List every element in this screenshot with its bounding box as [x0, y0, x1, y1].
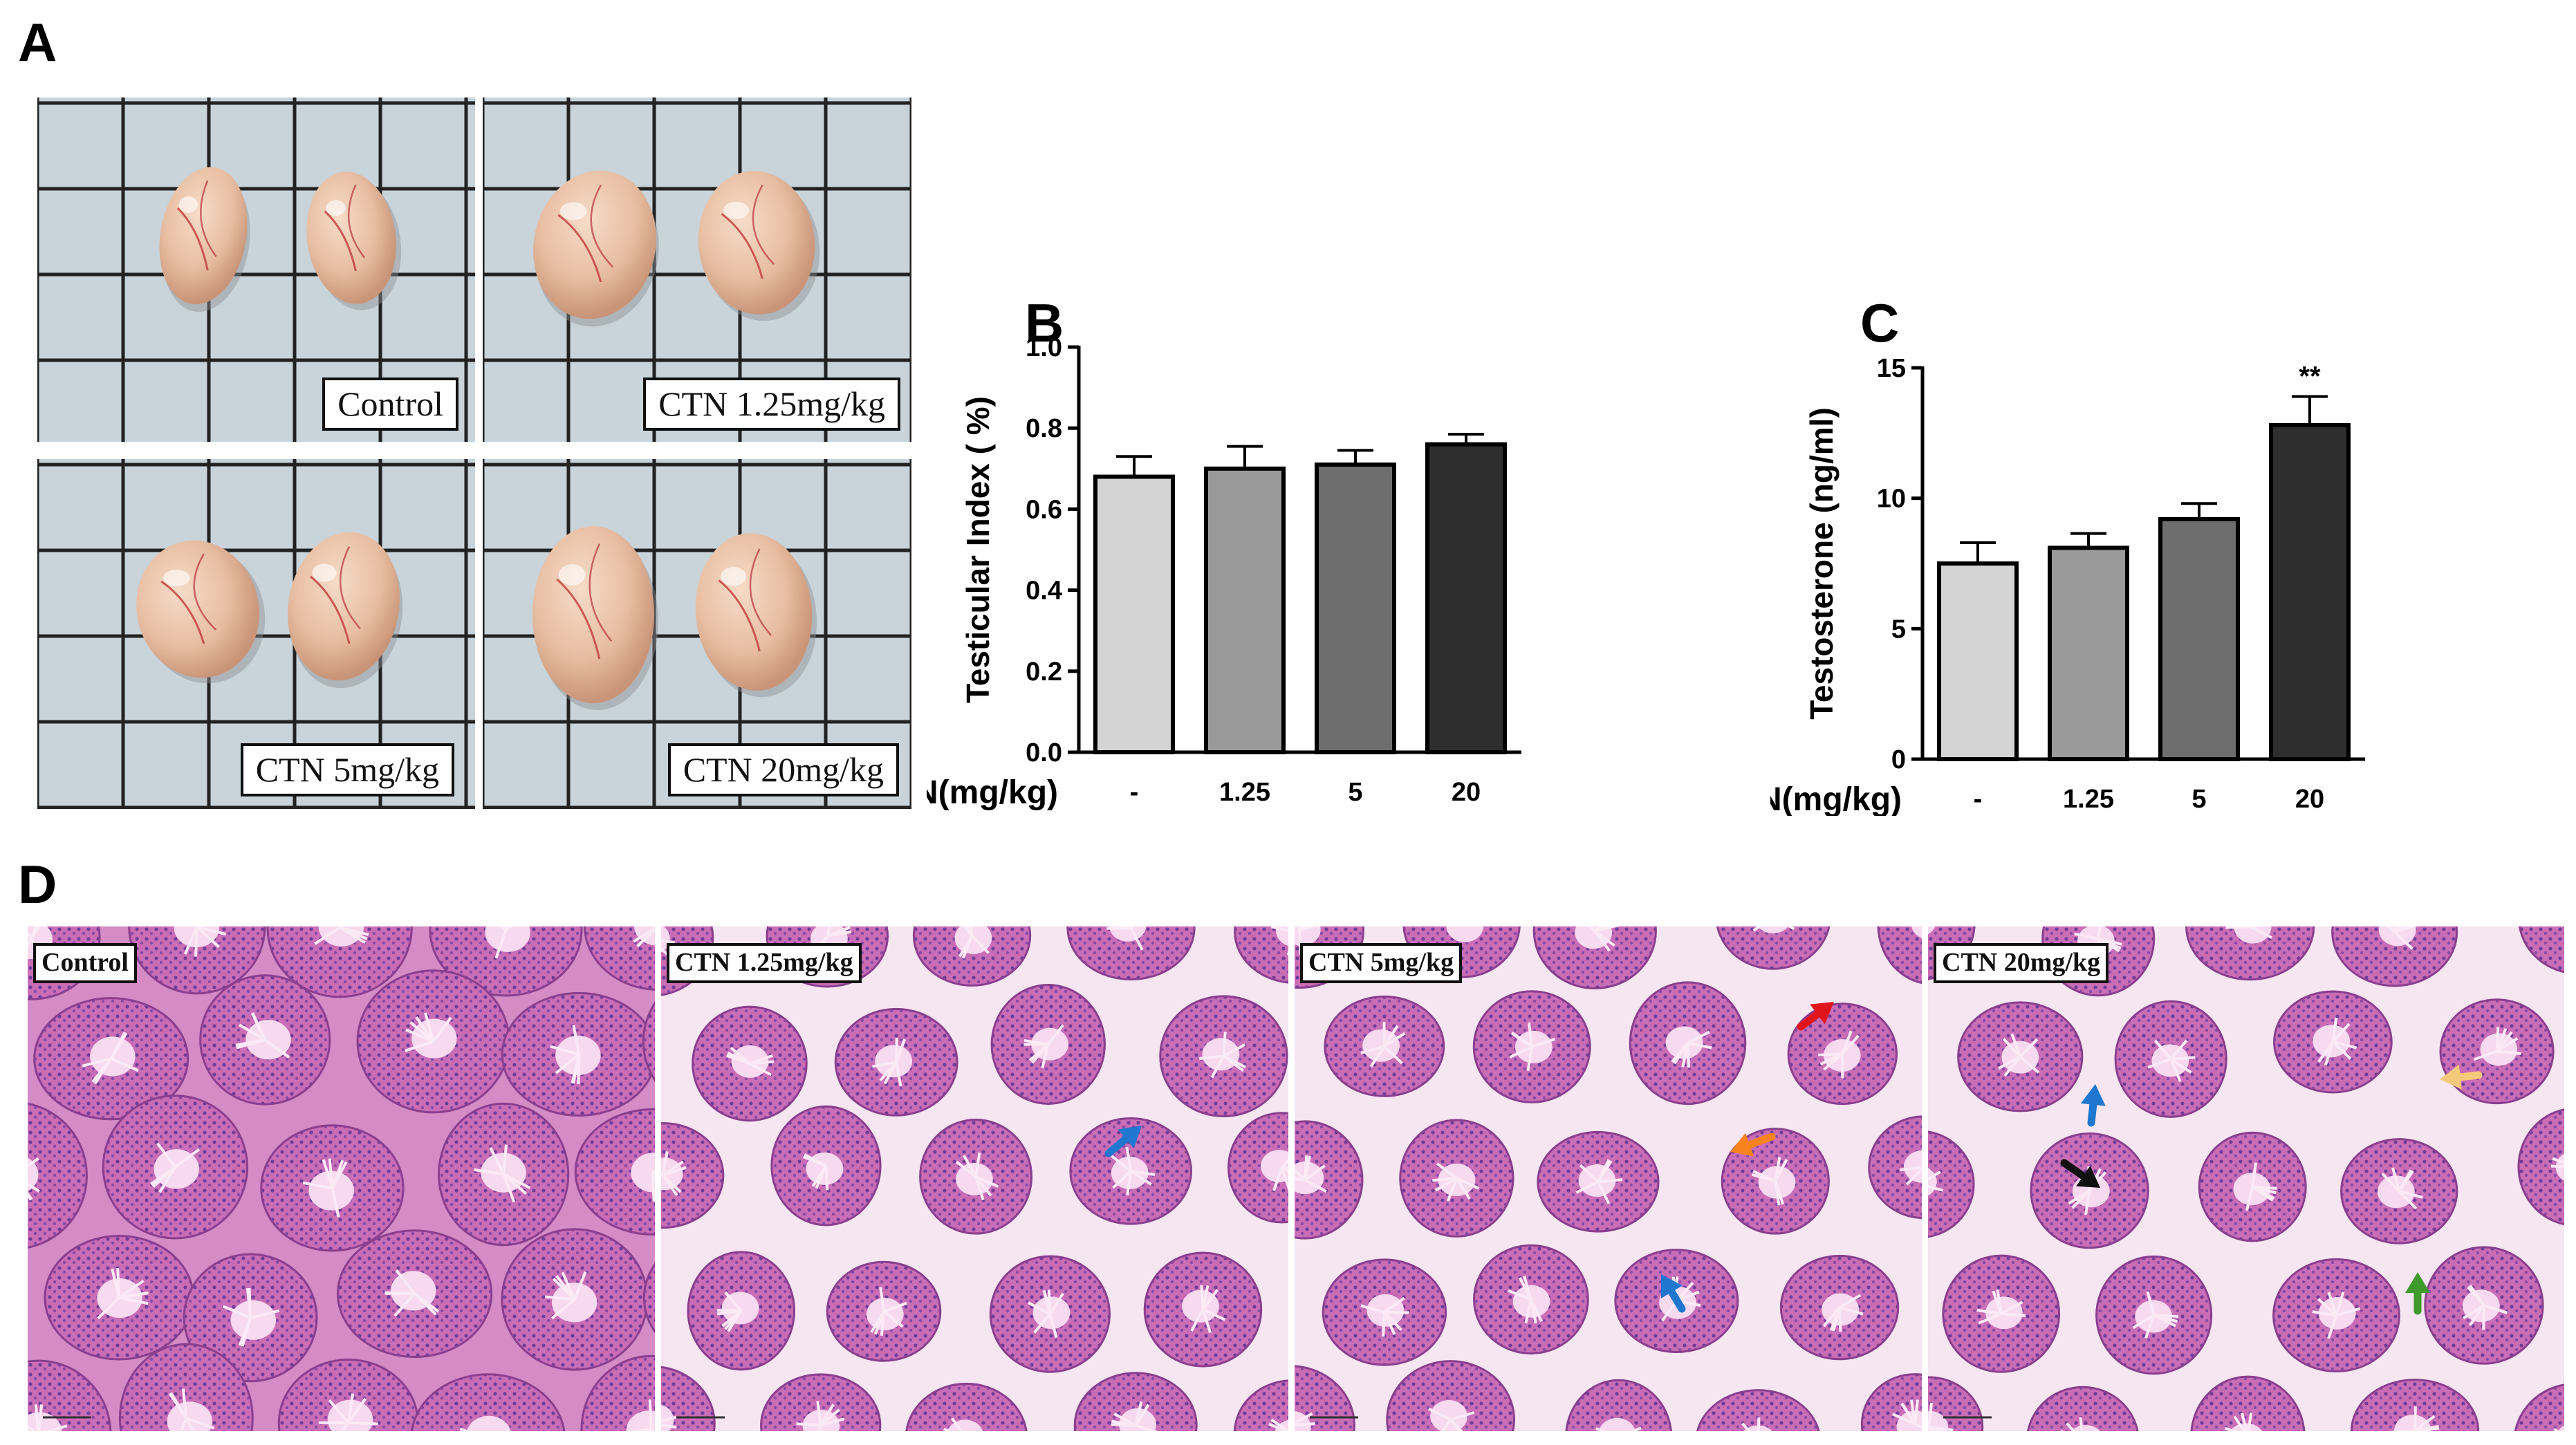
red-arrowhead	[1810, 1002, 1834, 1025]
bar	[1315, 462, 1396, 754]
bar	[2269, 423, 2351, 761]
y-tick-label: 15	[1877, 354, 1906, 383]
bar	[1425, 442, 1507, 754]
panel-a-letter: A	[18, 12, 57, 73]
x-tick-label: 5	[2192, 785, 2206, 814]
testosterone-svg: 0 5 10 15 Testosterone (ng/ml) - 1.25 5 20 ** CTN(…	[1770, 354, 2365, 816]
testis-photo-ctn-1-25: CTN 1.25mg/kg	[483, 97, 911, 442]
black-arrowhead	[2076, 1166, 2100, 1188]
x-tick-label: -	[1130, 778, 1139, 807]
y-tick-label: 5	[1891, 615, 1906, 644]
histology-label-ctn-20: CTN 20mg/kg	[1934, 943, 2109, 983]
testis-photo-ctn-20: CTN 20mg/kg	[483, 459, 911, 809]
x-axis-title: CTN(mg/kg)	[1770, 781, 1902, 816]
x-tick-label: 1.25	[2063, 785, 2114, 814]
bar	[2158, 516, 2240, 761]
bar	[1093, 474, 1175, 755]
x-tick-label: 5	[1348, 778, 1362, 807]
orange-arrowhead	[1730, 1132, 1754, 1157]
grid-paper-photo	[37, 97, 475, 442]
testis	[532, 526, 654, 703]
bar	[1937, 561, 2019, 761]
photo-label-ctn-5: CTN 5mg/kg	[240, 743, 454, 796]
bar	[1204, 466, 1286, 755]
x-tick-label: 1.25	[1219, 778, 1270, 807]
he-stained-section	[661, 926, 1288, 1431]
he-stained-section	[1928, 926, 2564, 1431]
photo-label-ctn-20: CTN 20mg/kg	[667, 743, 899, 796]
histology-ctn-1-25: CTN 1.25mg/kg	[661, 926, 1288, 1431]
y-tick-label: 10	[1877, 485, 1906, 514]
x-tick-label: -	[1974, 785, 1983, 814]
y-tick-label: 0.6	[1026, 495, 1062, 524]
y-axis-title: Testicular Index ( %)	[960, 396, 996, 703]
x-axis-title: CTN(mg/kg)	[927, 774, 1058, 811]
panel-d-letter: D	[18, 854, 57, 915]
yellow-arrowhead	[2440, 1064, 2462, 1090]
photo-label-ctn-1-25: CTN 1.25mg/kg	[643, 377, 900, 431]
green-arrowhead	[2405, 1272, 2430, 1293]
histology-label-control: Control	[33, 943, 137, 983]
y-tick-label: 0.4	[1026, 577, 1062, 606]
y-axis-title: Testosterone (ng/ml)	[1804, 407, 1840, 720]
panel-b-letter: B	[1025, 292, 1064, 353]
y-tick-label: 0.0	[1026, 738, 1062, 767]
blue-arrowhead	[1661, 1274, 1683, 1298]
histology-label-ctn-5: CTN 5mg/kg	[1300, 943, 1463, 983]
testis-photo-control: Control	[37, 97, 475, 442]
testosterone-chart: 0 5 10 15 Testosterone (ng/ml) - 1.25 5 20 ** CTN(…	[1770, 318, 2573, 816]
x-tick-label: 20	[1452, 778, 1481, 807]
histology-control: Control	[28, 926, 655, 1431]
bar	[2048, 546, 2129, 761]
y-tick-label: 0	[1891, 745, 1906, 774]
histology-label-ctn-1-25: CTN 1.25mg/kg	[667, 943, 862, 983]
blue-arrowhead	[2080, 1084, 2106, 1106]
y-tick-label: 0.8	[1026, 414, 1062, 443]
testicular-index-svg: 0.0 0.2 0.4 0.6 0.8 1.0 Testicular Index ( %) -…	[927, 333, 1521, 811]
panel-c-letter: C	[1860, 292, 1900, 353]
testicular-index-chart: 0.0 0.2 0.4 0.6 0.8 1.0 Testicular Index ( %) -…	[927, 318, 1729, 816]
significance-label: **	[2299, 362, 2321, 392]
y-tick-label: 0.2	[1026, 658, 1062, 687]
histology-ctn-20: CTN 20mg/kg	[1928, 926, 2564, 1431]
histology-ctn-5: CTN 5mg/kg	[1295, 926, 1922, 1431]
he-stained-section	[1295, 926, 1922, 1431]
photo-label-control: Control	[322, 377, 458, 431]
x-tick-label: 20	[2295, 785, 2324, 814]
testis-photo-ctn-5: CTN 5mg/kg	[37, 459, 475, 809]
y-tick-label: 1.0	[1026, 333, 1062, 362]
he-stained-section	[28, 926, 655, 1431]
blue-arrowhead	[1118, 1126, 1142, 1149]
